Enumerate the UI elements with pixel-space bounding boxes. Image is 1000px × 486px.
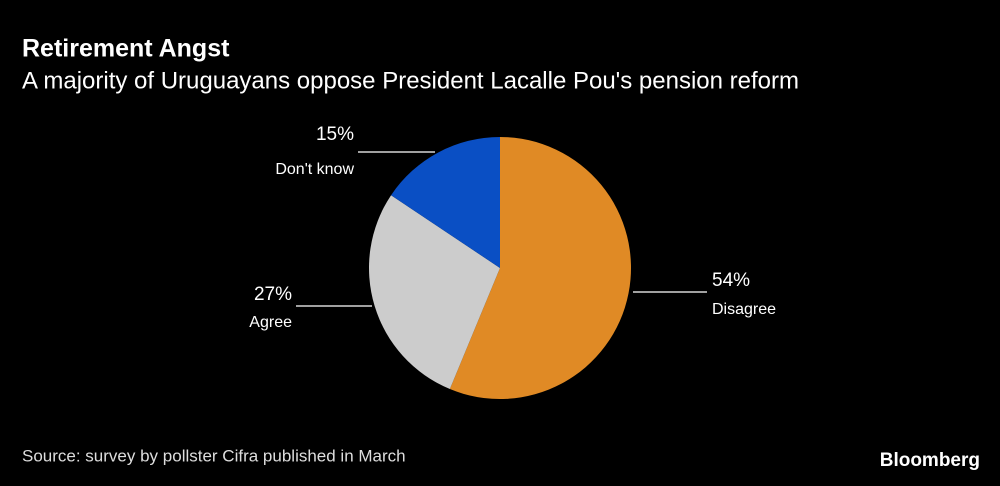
source: Source: survey by pollster Cifra publish… — [22, 446, 406, 465]
pie-slice — [449, 137, 631, 399]
value-label: 27% — [254, 284, 292, 305]
category-label: Disagree — [712, 301, 776, 318]
branding: Bloomberg — [880, 450, 980, 471]
chart-subtitle: A majority of Uruguayans oppose Presiden… — [22, 67, 799, 94]
chart-title: Retirement Angst — [22, 35, 230, 63]
value-label: 15% — [316, 124, 354, 145]
pie-slice — [368, 195, 500, 390]
category-label: Don't know — [275, 161, 354, 178]
value-label: 54% — [712, 270, 750, 291]
pie-slice — [391, 137, 500, 268]
category-label: Agree — [249, 314, 292, 331]
